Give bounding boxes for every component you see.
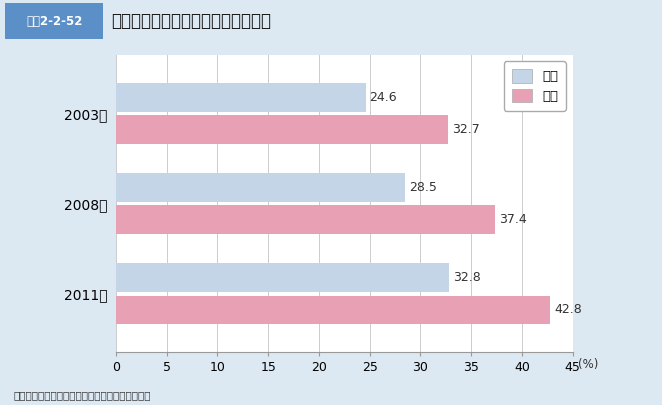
Bar (116, 296, 550, 324)
Bar (116, 115, 448, 144)
Text: 図表2-2-52: 図表2-2-52 (26, 15, 83, 28)
Text: 32.7: 32.7 (452, 123, 479, 136)
Bar (116, 83, 365, 111)
Legend: 男性, 女性: 男性, 女性 (504, 61, 566, 111)
FancyBboxPatch shape (5, 3, 103, 39)
Text: 28.5: 28.5 (409, 181, 437, 194)
Text: (%): (%) (578, 358, 598, 371)
Text: 32.8: 32.8 (453, 271, 481, 284)
Text: 42.8: 42.8 (554, 303, 582, 316)
Text: 資料：厚生労働省健康局「国民健康・栄養調査」: 資料：厚生労働省健康局「国民健康・栄養調査」 (13, 390, 151, 400)
Text: 24.6: 24.6 (369, 91, 397, 104)
Text: 禁煙意向のある喫煙者の割合の推移: 禁煙意向のある喫煙者の割合の推移 (111, 12, 271, 30)
Bar (116, 263, 449, 292)
Text: 37.4: 37.4 (500, 213, 528, 226)
Bar (116, 173, 405, 202)
Bar (116, 205, 495, 234)
